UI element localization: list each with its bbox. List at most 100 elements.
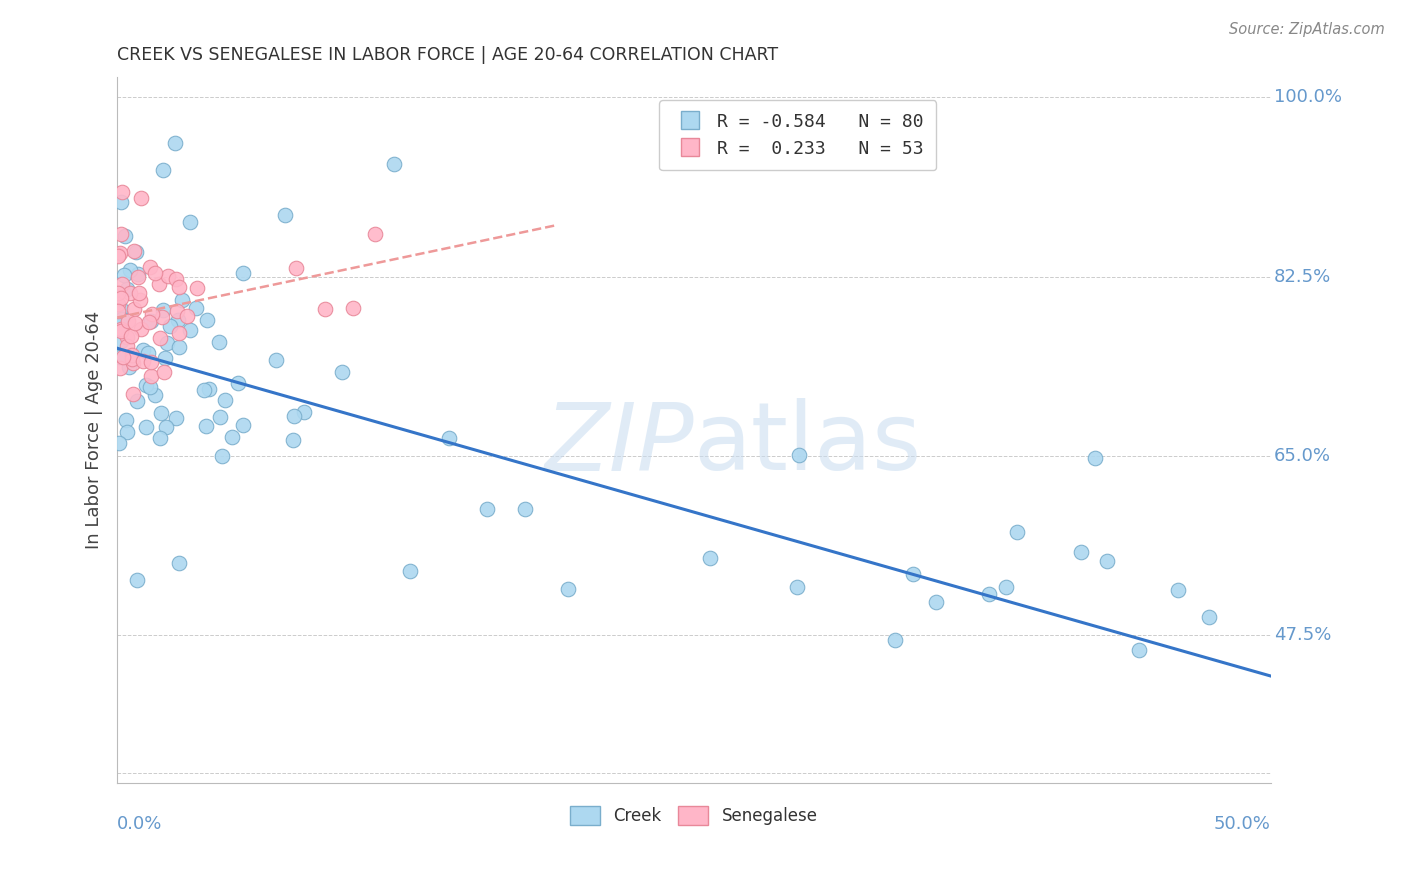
Point (398, 564, 420, 578)
Point (165, 410, 187, 425)
Point (232, 418, 254, 433)
Point (122, 244, 145, 259)
Point (155, 420, 177, 434)
Text: 50.0%: 50.0% (1213, 815, 1271, 833)
Point (884, 632, 907, 647)
Point (1095, 554, 1118, 568)
Point (152, 302, 174, 317)
Point (110, 350, 132, 364)
Point (208, 334, 231, 349)
Point (557, 582, 579, 597)
Point (167, 326, 190, 341)
Point (314, 301, 336, 316)
Point (127, 267, 149, 281)
Point (179, 215, 201, 229)
Point (108, 435, 131, 450)
Text: 65.0%: 65.0% (1274, 447, 1331, 465)
Point (108, 245, 131, 260)
Point (901, 566, 924, 581)
Point (107, 303, 129, 318)
Point (129, 191, 152, 205)
Point (110, 334, 132, 349)
Point (121, 356, 143, 370)
Point (110, 292, 132, 306)
Point (1070, 545, 1092, 559)
Point (179, 323, 201, 337)
Point (118, 360, 141, 375)
Point (107, 249, 129, 263)
Point (149, 406, 172, 420)
Point (925, 595, 948, 609)
Point (139, 260, 162, 274)
Point (152, 163, 174, 178)
Point (125, 245, 148, 260)
Point (195, 419, 218, 434)
Point (114, 268, 136, 282)
Point (364, 227, 387, 242)
Point (153, 351, 176, 366)
Point (208, 409, 231, 424)
Point (150, 310, 173, 324)
Point (439, 431, 461, 445)
Point (127, 573, 149, 587)
Point (167, 313, 190, 327)
Point (169, 340, 191, 354)
Point (166, 303, 188, 318)
Point (148, 277, 170, 291)
Text: ZIP: ZIP (544, 399, 693, 490)
Point (110, 227, 132, 241)
Point (995, 580, 1018, 594)
Point (111, 311, 134, 326)
Point (139, 380, 162, 394)
Point (283, 409, 305, 423)
Point (143, 266, 166, 280)
Point (115, 282, 138, 296)
Point (111, 185, 134, 199)
Point (342, 301, 364, 315)
Point (787, 448, 810, 462)
Point (1198, 610, 1220, 624)
Point (156, 269, 179, 284)
Point (149, 431, 172, 445)
Point (127, 394, 149, 409)
Point (195, 313, 218, 327)
Point (167, 556, 190, 570)
Point (283, 433, 305, 447)
Point (141, 308, 163, 322)
Point (1128, 643, 1150, 657)
Point (138, 315, 160, 329)
Point (274, 208, 297, 222)
Point (221, 429, 243, 443)
Text: 47.5%: 47.5% (1274, 626, 1331, 644)
Point (143, 388, 166, 402)
Point (1083, 450, 1105, 465)
Point (139, 354, 162, 368)
Point (122, 301, 145, 316)
Point (115, 329, 138, 343)
Point (284, 261, 307, 276)
Point (129, 322, 152, 336)
Point (110, 324, 132, 338)
Point (115, 425, 138, 439)
Point (111, 277, 134, 291)
Point (107, 285, 129, 300)
Point (232, 266, 254, 280)
Point (110, 194, 132, 209)
Point (118, 262, 141, 277)
Point (117, 314, 139, 328)
Point (127, 269, 149, 284)
Point (138, 346, 160, 360)
Point (699, 551, 721, 566)
Point (110, 322, 132, 336)
Point (382, 157, 405, 171)
Point (129, 293, 152, 307)
Point (135, 420, 157, 434)
Text: 82.5%: 82.5% (1274, 268, 1331, 285)
Point (110, 301, 132, 316)
Point (214, 392, 236, 407)
Y-axis label: In Labor Force | Age 20-64: In Labor Force | Age 20-64 (86, 311, 103, 549)
Text: CREEK VS SENEGALESE IN LABOR FORCE | AGE 20-64 CORRELATION CHART: CREEK VS SENEGALESE IN LABOR FORCE | AGE… (117, 46, 779, 64)
Point (120, 328, 142, 343)
Point (226, 376, 249, 390)
Text: Source: ZipAtlas.com: Source: ZipAtlas.com (1229, 22, 1385, 37)
